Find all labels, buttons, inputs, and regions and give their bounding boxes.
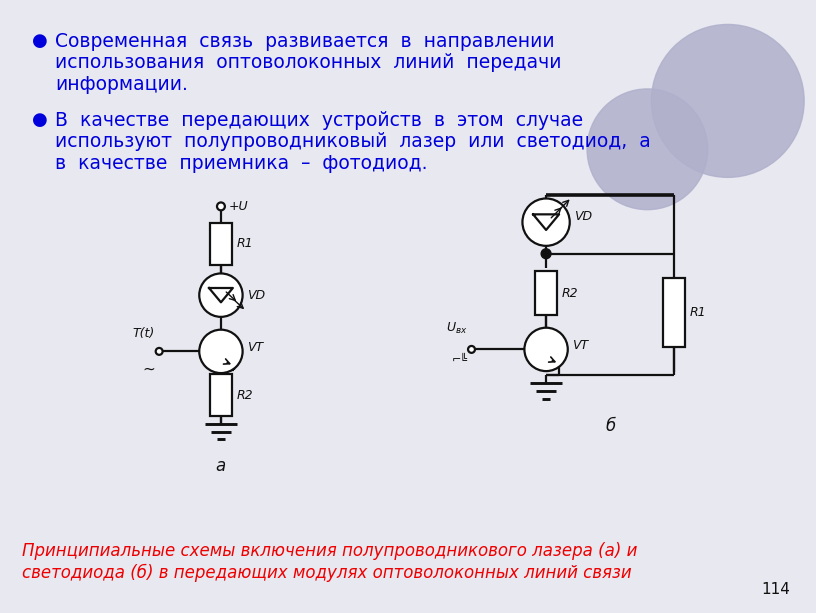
Text: информации.: информации. (55, 75, 188, 94)
Text: ●: ● (32, 32, 47, 50)
Text: VD: VD (574, 210, 592, 223)
Bar (210, 223, 232, 265)
Text: Современная  связь  развивается  в  направлении: Современная связь развивается в направле… (55, 32, 555, 51)
Text: б: б (605, 417, 615, 435)
Text: R1: R1 (690, 306, 707, 319)
Circle shape (199, 330, 242, 373)
Text: В  качестве  передающих  устройств  в  этом  случае: В качестве передающих устройств в этом с… (55, 111, 583, 130)
Text: использования  оптоволоконных  линий  передачи: использования оптоволоконных линий перед… (55, 53, 562, 72)
Text: VD: VD (246, 289, 264, 302)
Text: 114: 114 (761, 582, 791, 597)
Text: $U_{\mathregular{вх}}$: $U_{\mathregular{вх}}$ (446, 321, 468, 335)
Circle shape (156, 348, 162, 355)
Text: R2: R2 (562, 287, 579, 300)
Polygon shape (533, 215, 559, 230)
Text: +U: +U (228, 200, 248, 213)
Text: используют  полупроводниковый  лазер  или  светодиод,  а: используют полупроводниковый лазер или с… (55, 132, 651, 151)
Text: Принципиальные схемы включения полупроводникового лазера (а) и: Принципиальные схемы включения полупрово… (22, 542, 637, 560)
Circle shape (468, 346, 475, 353)
Circle shape (541, 249, 551, 259)
Text: ~: ~ (143, 361, 155, 376)
Circle shape (587, 89, 707, 210)
Text: VT: VT (246, 341, 263, 354)
Text: ●: ● (32, 111, 47, 129)
Bar (210, 375, 232, 416)
Text: в  качестве  приемника  –  фотодиод.: в качестве приемника – фотодиод. (55, 154, 428, 173)
Circle shape (522, 199, 570, 246)
Polygon shape (209, 288, 233, 302)
Text: а: а (215, 457, 226, 475)
Text: R1: R1 (237, 237, 253, 250)
Bar (535, 272, 557, 315)
Text: ⌐╚: ⌐╚ (451, 356, 468, 365)
Text: светодиода (б) в передающих модулях оптоволоконных линий связи: светодиода (б) в передающих модулях опто… (22, 563, 632, 582)
Circle shape (525, 328, 568, 371)
Text: VT: VT (572, 339, 588, 352)
Circle shape (199, 273, 242, 317)
Text: T(t): T(t) (133, 327, 155, 340)
Circle shape (217, 202, 225, 210)
Circle shape (651, 25, 804, 177)
Text: R2: R2 (237, 389, 253, 402)
Bar (663, 278, 685, 348)
